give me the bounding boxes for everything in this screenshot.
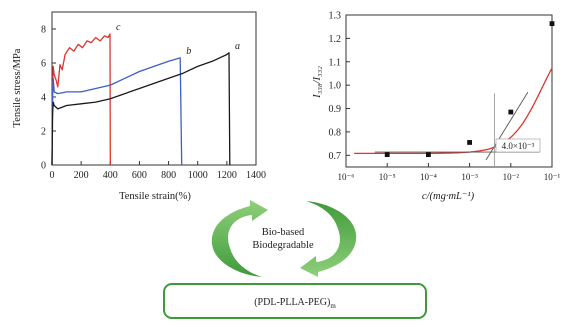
cmc-y-tick-label: 0.8: [329, 127, 342, 138]
polymer-formula-box: (PDL-PLLA-PEG)m: [163, 283, 427, 319]
tensile-x-tick-label: 800: [161, 170, 176, 181]
tensile-x-axis-label: Tensile strain(%): [119, 191, 191, 202]
cmc-y-tick-label: 1.0: [329, 81, 342, 92]
cmc-y-tick-label: 1.3: [329, 11, 342, 22]
tensile-x-tick-label: 600: [132, 170, 147, 181]
tensile-x-tick-label: 400: [103, 170, 118, 181]
cycle-labels: Bio-based Biodegradable: [236, 226, 330, 252]
cmc-data-point: [426, 152, 431, 158]
cmc-annotation-box: [495, 138, 541, 153]
cmc-y-tick-label: 0.9: [329, 104, 342, 115]
tensile-y-tick-label: 2: [41, 127, 46, 138]
cmc-data-point: [549, 21, 555, 27]
tensile-series-b: [51, 57, 183, 166]
tensile-x-ticks: 0 200 400 600 800 1000 1200 1400: [50, 161, 266, 181]
tensile-curve-labels: c b a: [116, 22, 240, 57]
tensile-y-tick-label: 6: [41, 59, 46, 70]
cmc-y-tick-label: 1.1: [329, 57, 342, 68]
bio-based-label: Bio-based: [261, 227, 305, 238]
cmc-plot-frame: [345, 14, 553, 168]
tensile-y-ticks: 0 2 4 6 8: [41, 25, 56, 172]
cmc-y-tick-label: 0.7: [329, 151, 342, 162]
polymer-formula: (PDL-PLLA-PEG)m: [165, 297, 425, 310]
tensile-axes: [51, 11, 257, 166]
tensile-series-a: [51, 52, 231, 166]
cmc-data-point: [384, 152, 390, 158]
cycle-arrows: [211, 200, 357, 277]
cmc-points: [384, 21, 555, 158]
tensile-x-tick-label: 1200: [217, 170, 237, 181]
cmc-annotation: 4.0×10⁻³: [502, 141, 535, 151]
tensile-x-tick-label: 200: [74, 170, 89, 181]
biodegradable-label: Biodegradable: [252, 240, 314, 251]
cmc-x-tick-label: 10⁻⁵: [379, 172, 396, 182]
cmc-y-axis-label: I₃₃₈/I₃₃₂: [312, 66, 323, 99]
cmc-chart: 10⁻⁶ 10⁻⁵ 10⁻⁴ 10⁻³ 10⁻² 10⁻¹ 0.7 0.8 0.9 1.0 1.1…: [312, 11, 561, 203]
tensile-x-tick-label: 1000: [188, 170, 208, 181]
tensile-plot-frame: [51, 11, 257, 166]
cmc-rising-tangent: [485, 91, 529, 161]
cmc-x-tick-label: 10⁻⁴: [420, 172, 437, 182]
tensile-series-c: [51, 33, 111, 166]
cmc-axes: [345, 14, 553, 168]
formula-main: (PDL-PLLA-PEG): [254, 297, 331, 308]
tensile-curve-label-c: c: [116, 22, 121, 33]
tensile-curve-label-b: b: [186, 46, 191, 57]
tensile-y-tick-label: 4: [41, 93, 46, 104]
left-cycle-arrow-icon: [211, 200, 268, 277]
cmc-x-tick-label: 10⁻²: [503, 172, 520, 182]
tensile-y-tick-label: 0: [41, 161, 46, 172]
cmc-x-tick-label: 10⁻¹: [544, 172, 561, 182]
cmc-data-point: [508, 109, 514, 115]
right-cycle-arrow-icon: [300, 201, 357, 277]
cmc-y-tick-label: 1.2: [329, 34, 342, 45]
tensile-chart: 0 200 400 600 800 1000 1200 1400 0 2 4 6 8 c b a Tens…: [12, 11, 266, 202]
cmc-x-tick-label: 10⁻⁶: [338, 172, 355, 182]
formula-subscript: m: [330, 302, 336, 310]
tensile-y-axis-label: Tensile stress/MPa: [12, 48, 23, 127]
tensile-curve-label-a: a: [235, 41, 240, 52]
cmc-x-axis-label: c/(mg·mL⁻¹): [422, 191, 475, 202]
cmc-x-ticks: 10⁻⁶ 10⁻⁵ 10⁻⁴ 10⁻³ 10⁻² 10⁻¹: [338, 163, 561, 182]
tensile-series: [51, 33, 231, 166]
cmc-data-point: [467, 140, 472, 145]
tensile-x-tick-label: 0: [50, 170, 55, 181]
tensile-x-tick-label: 1400: [246, 170, 266, 181]
cmc-y-ticks: 0.7 0.8 0.9 1.0 1.1 1.2 1.3: [329, 11, 350, 162]
tensile-y-tick-label: 8: [41, 25, 46, 36]
cmc-x-tick-label: 10⁻³: [461, 172, 478, 182]
